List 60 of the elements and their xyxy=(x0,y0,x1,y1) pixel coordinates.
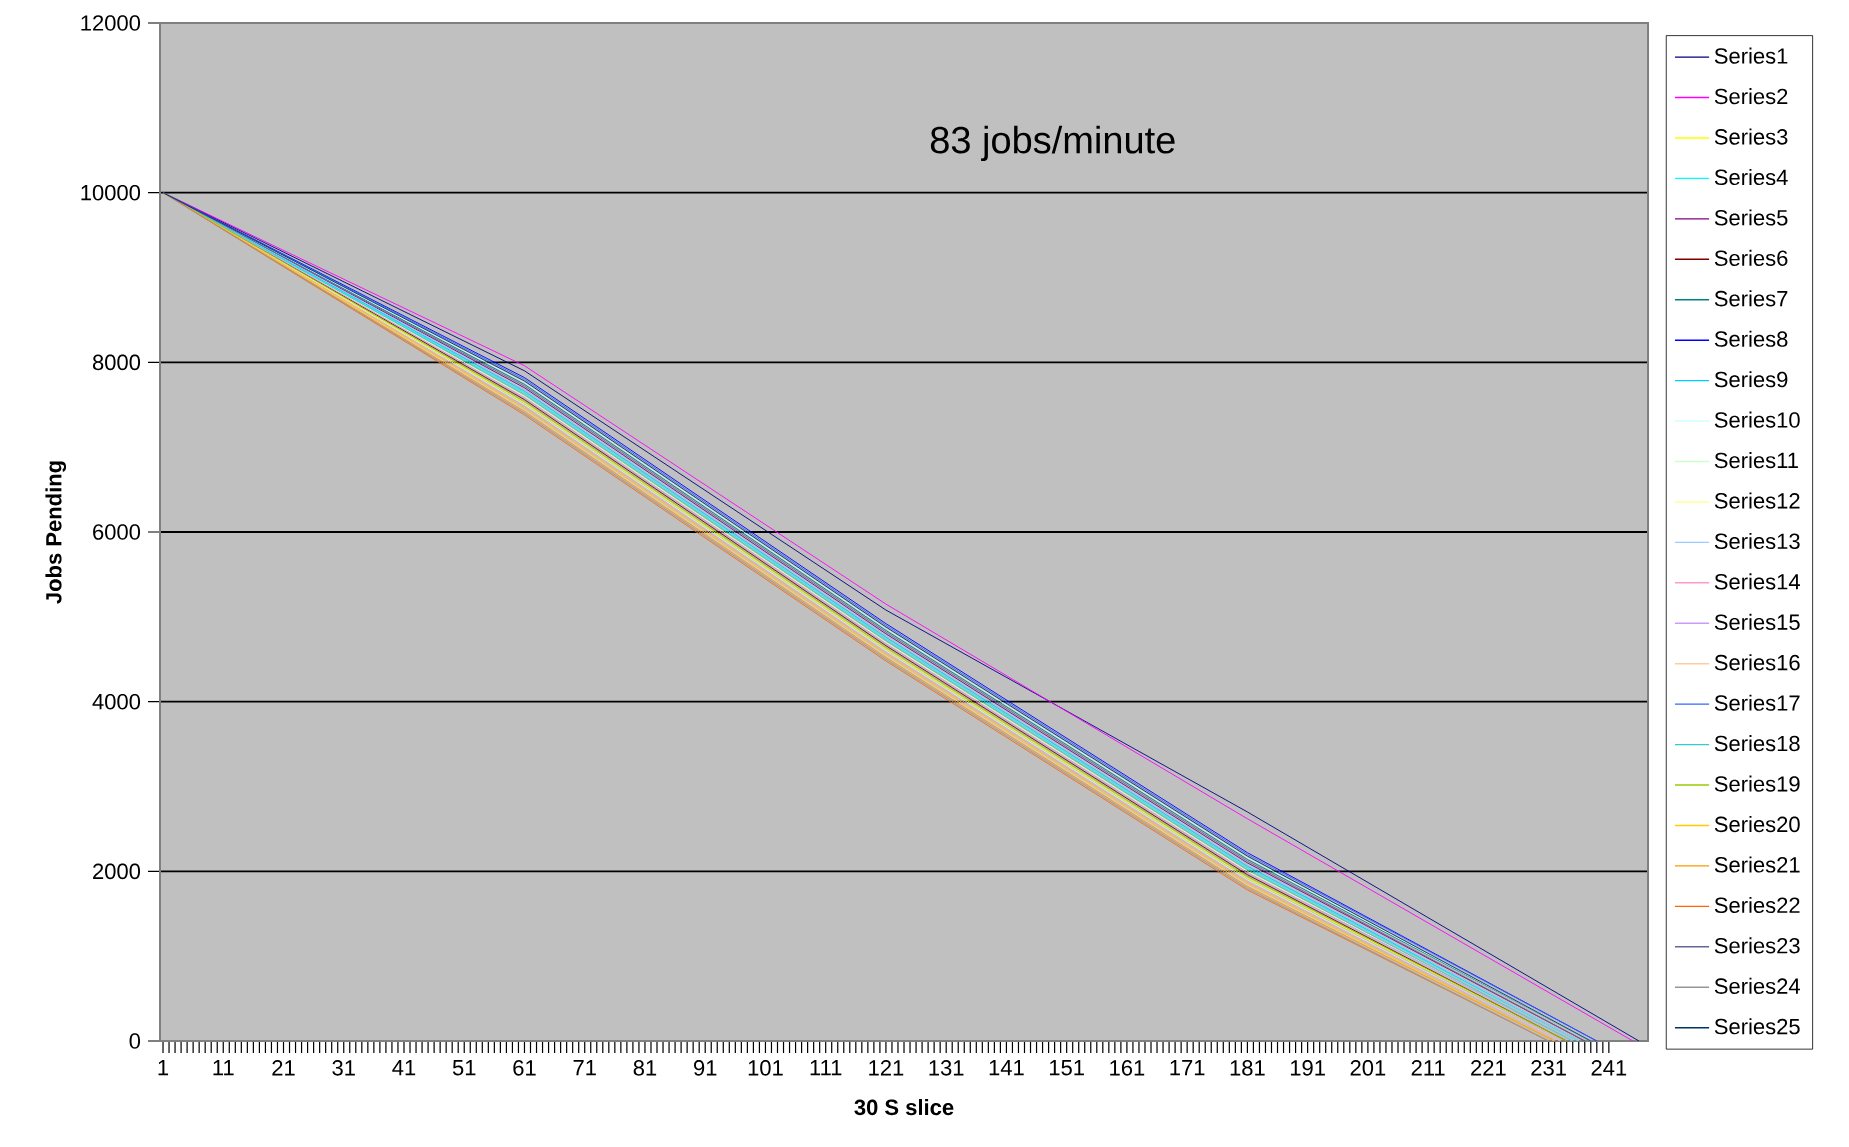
x-tick-label: 221 xyxy=(1471,1060,1506,1076)
x-tick-label: 241 xyxy=(1591,1060,1627,1076)
legend-label: Series8 xyxy=(1714,330,1788,347)
x-tick-label: 61 xyxy=(513,1060,536,1076)
y-axis-title: Jobs Pending xyxy=(45,461,67,604)
y-tick-label: 12000 xyxy=(81,15,141,31)
legend-label: Series23 xyxy=(1714,937,1800,954)
legend-label: Series24 xyxy=(1714,977,1800,994)
x-tick-label: 51 xyxy=(452,1060,476,1076)
x-tick-label: 141 xyxy=(989,1060,1024,1076)
legend-label: Series14 xyxy=(1714,573,1800,590)
x-tick-label: 191 xyxy=(1290,1060,1325,1076)
legend-label: Series15 xyxy=(1714,613,1800,630)
legend-label: Series6 xyxy=(1714,249,1788,266)
legend-label: Series11 xyxy=(1714,452,1798,469)
legend-label: Series17 xyxy=(1714,694,1800,711)
x-tick-label: 171 xyxy=(1170,1060,1205,1076)
x-axis-title: 30 S slice xyxy=(854,1098,954,1116)
x-tick-label: 231 xyxy=(1531,1060,1566,1076)
legend-label: Series19 xyxy=(1714,775,1800,792)
legend-label: Series20 xyxy=(1714,816,1800,833)
text: 83 jobs/minute xyxy=(930,125,1175,162)
x-tick-label: 111 xyxy=(810,1060,842,1076)
x-tick-label: 121 xyxy=(869,1060,904,1076)
legend-label: Series4 xyxy=(1714,168,1788,186)
x-tick-label: 151 xyxy=(1049,1060,1084,1076)
legend-label: Series25 xyxy=(1714,1018,1800,1035)
x-tick-label: 81 xyxy=(633,1060,657,1076)
x-tick-label: 211 xyxy=(1411,1060,1445,1076)
legend-label: Series13 xyxy=(1714,532,1800,550)
legend-label: Series5 xyxy=(1714,209,1788,226)
legend-label: Series10 xyxy=(1714,411,1800,428)
y-tick-label: 8000 xyxy=(92,354,141,371)
x-tick-label: 1 xyxy=(158,1060,169,1076)
x-tick-label: 11 xyxy=(213,1060,234,1076)
x-tick-label: 41 xyxy=(392,1060,416,1076)
x-tick-label: 71 xyxy=(573,1060,596,1076)
y-tick-label: 2000 xyxy=(93,863,141,880)
legend-label: Series21 xyxy=(1714,856,1800,873)
x-tick-label: 131 xyxy=(929,1060,964,1076)
x-tick-label: 21 xyxy=(272,1060,295,1076)
legend-label: Series12 xyxy=(1714,492,1800,509)
legend-label: Series1 xyxy=(1714,47,1788,64)
legend-label: Series18 xyxy=(1714,735,1800,752)
x-tick-label: 101 xyxy=(748,1060,783,1076)
legend-label: Series2 xyxy=(1714,88,1788,105)
legend-label: Series9 xyxy=(1714,371,1788,388)
x-tick-label: 91 xyxy=(694,1060,717,1076)
y-tick-label: 10000 xyxy=(81,184,141,201)
y-tick-label: 0 xyxy=(129,1033,141,1049)
legend-label: Series16 xyxy=(1714,654,1800,671)
x-tick-label: 201 xyxy=(1350,1060,1386,1076)
x-tick-label: 181 xyxy=(1230,1060,1265,1076)
legend-label: Series3 xyxy=(1714,128,1788,145)
legend-label: Series22 xyxy=(1714,896,1800,914)
legend-label: Series7 xyxy=(1714,290,1788,307)
y-tick-label: 4000 xyxy=(92,693,141,710)
x-tick-label: 31 xyxy=(332,1060,355,1076)
y-tick-label: 6000 xyxy=(93,524,141,540)
x-tick-label: 161 xyxy=(1110,1060,1145,1076)
